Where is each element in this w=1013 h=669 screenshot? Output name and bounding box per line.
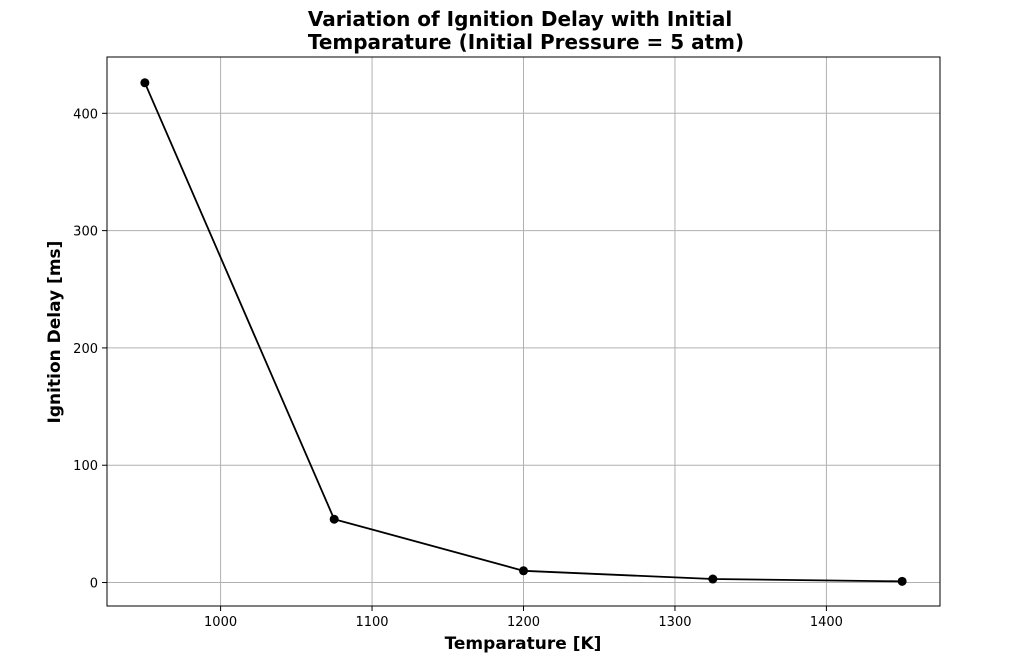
y-tick-label-2: 200: [73, 342, 98, 357]
y-axis-label: Ignition Delay [ms]: [45, 241, 65, 424]
x-tick-label-0: 1000: [204, 615, 237, 630]
x-tick-label-3: 1300: [658, 615, 691, 630]
x-tick-label-4: 1400: [810, 615, 843, 630]
y-tick-label-4: 400: [73, 107, 98, 122]
data-point-0: [140, 78, 150, 88]
x-tick-label-1: 1100: [355, 615, 388, 630]
grid-lines: [107, 57, 940, 606]
series-ignition-delay: [140, 78, 907, 586]
data-point-1: [329, 514, 339, 524]
x-tick-label-2: 1200: [507, 615, 540, 630]
chart-title-line-1: Variation of Ignition Delay with Initial: [308, 7, 732, 31]
y-tick-label-1: 100: [73, 459, 98, 474]
x-axis-label: Temparature [K]: [445, 634, 602, 654]
data-point-2: [519, 566, 528, 576]
axis-ticks: 1000 1100 1200 1300 1400 0 100 200 300 400: [73, 107, 843, 630]
plot-area-frame: [106, 56, 941, 607]
y-tick-label-3: 300: [73, 225, 98, 240]
data-point-4: [897, 576, 907, 586]
y-tick-label-0: 0: [90, 577, 98, 592]
chart-title-line-2: Temparature (Initial Pressure = 5 atm): [308, 30, 744, 54]
data-point-3: [708, 574, 718, 584]
